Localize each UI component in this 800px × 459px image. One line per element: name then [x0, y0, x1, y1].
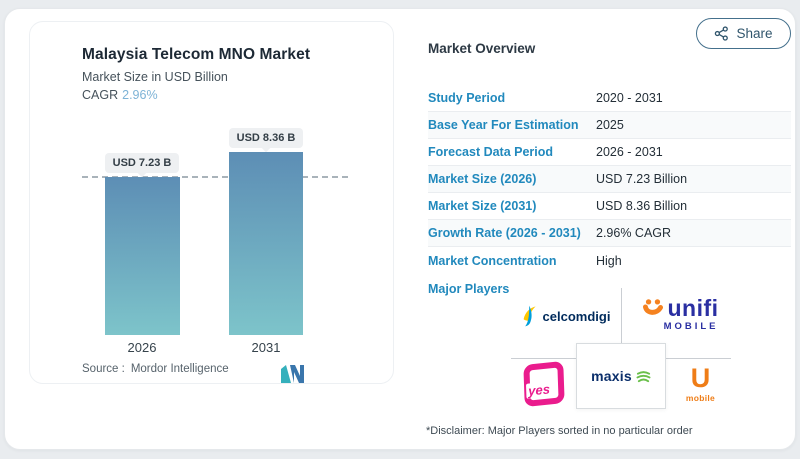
row-label: Growth Rate (2026 - 2031) — [428, 226, 581, 240]
market-overview-table: Study Period 2020 - 2031 Base Year For E… — [428, 85, 791, 274]
row-label: Market Concentration — [428, 253, 557, 268]
bar-2031 — [229, 152, 303, 335]
row-value: USD 7.23 Billion — [596, 172, 688, 186]
player-logo-maxis-card: maxis — [576, 343, 666, 409]
table-row: Forecast Data Period 2026 - 2031 — [428, 139, 791, 166]
mordor-intelligence-logo-icon — [281, 365, 304, 383]
table-row: Market Size (2026) USD 7.23 Billion — [428, 166, 791, 193]
table-row: Market Size (2031) USD 8.36 Billion — [428, 193, 791, 220]
row-value: 2026 - 2031 — [596, 145, 663, 159]
yes-logo-text: yes — [525, 380, 553, 399]
bar-value-label-2031: USD 8.36 B — [229, 128, 303, 148]
table-row: Market Concentration High — [428, 247, 791, 274]
players-disclaimer: *Disclaimer: Major Players sorted in no … — [426, 425, 693, 437]
bar-value-label-2026: USD 7.23 B — [105, 153, 179, 173]
share-icon — [715, 26, 729, 41]
row-value: 2.96% CAGR — [596, 226, 672, 240]
celcomdigi-logo-text: celcomdigi — [542, 308, 611, 324]
umobile-logo-text: mobile — [685, 392, 716, 403]
chart-cagr-line: CAGR 2.96% — [82, 88, 158, 102]
unifi-logo-text: unifi — [667, 295, 719, 321]
row-label: Base Year For Estimation — [428, 118, 579, 132]
table-row: Growth Rate (2026 - 2031) 2.96% CAGR — [428, 220, 791, 247]
row-value: USD 8.36 Billion — [596, 199, 688, 213]
player-logo-celcomdigi: celcomdigi — [511, 286, 621, 346]
bar-2026 — [105, 177, 180, 335]
player-logo-yes: yes — [512, 356, 576, 411]
players-grid-vertical-divider — [621, 288, 622, 343]
report-card: Malaysia Telecom MNO Market Market Size … — [4, 8, 796, 450]
player-logo-u-mobile: U mobile — [666, 356, 735, 411]
row-label: Study Period — [428, 91, 506, 105]
maxis-logo-text: maxis — [591, 368, 632, 384]
player-logo-unifi-mobile: unifi MOBILE — [621, 284, 741, 346]
cagr-label: CAGR — [82, 88, 119, 102]
share-button[interactable]: Share — [696, 18, 791, 49]
unifi-mobile-text: MOBILE — [663, 321, 719, 332]
row-value: 2025 — [596, 118, 624, 132]
row-label: Market Size (2031) — [428, 199, 537, 213]
chart-source: Source : Mordor Intelligence — [82, 363, 229, 375]
chart-subtitle: Market Size in USD Billion — [82, 70, 228, 84]
umobile-logo-u: U — [690, 362, 711, 393]
unifi-logo-icon — [643, 299, 664, 315]
row-label: Forecast Data Period — [428, 145, 554, 159]
source-value: Mordor Intelligence — [130, 363, 229, 375]
table-row: Base Year For Estimation 2025 — [428, 112, 791, 139]
celcomdigi-logo-icon — [523, 305, 536, 327]
row-value: 2020 - 2031 — [596, 91, 663, 105]
yes-logo-icon: yes — [523, 360, 565, 407]
row-label: Market Size (2026) — [428, 172, 537, 186]
chart-title: Malaysia Telecom MNO Market — [82, 46, 311, 63]
reference-dashed-line — [82, 176, 348, 178]
x-axis-label-2031: 2031 — [251, 340, 281, 355]
share-button-label: Share — [736, 26, 773, 41]
major-players-label: Major Players — [428, 282, 510, 296]
players-grid-horizontal-divider — [666, 358, 731, 359]
overview-title: Market Overview — [428, 41, 536, 56]
market-size-chart-panel: Malaysia Telecom MNO Market Market Size … — [29, 21, 394, 384]
source-label: Source : — [82, 363, 125, 375]
row-value: High — [596, 253, 622, 268]
x-axis-label-2026: 2026 — [127, 340, 157, 355]
maxis-swoosh-icon — [636, 370, 651, 382]
cagr-value: 2.96% — [122, 88, 158, 102]
table-row: Study Period 2020 - 2031 — [428, 85, 791, 112]
players-grid-horizontal-divider — [511, 358, 576, 359]
